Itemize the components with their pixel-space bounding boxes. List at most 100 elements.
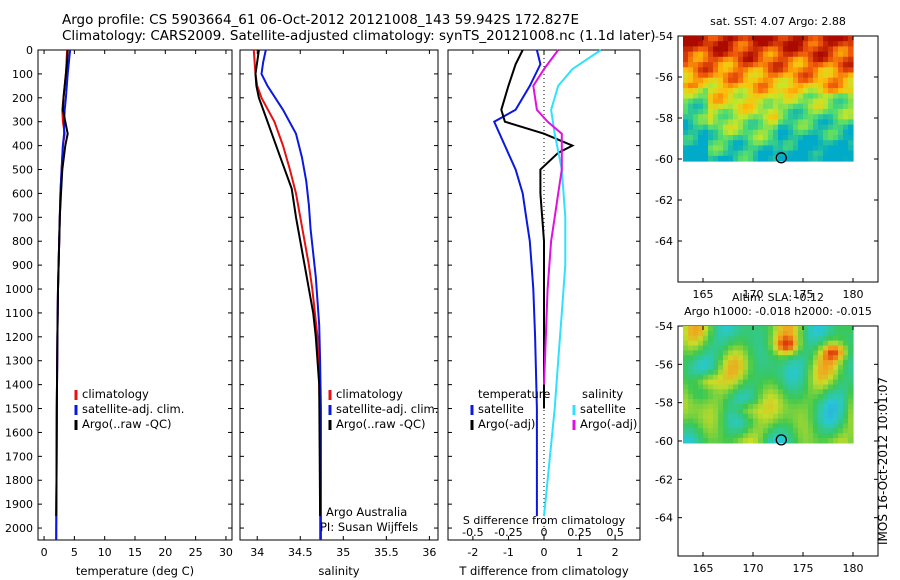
heat-cell [753,124,759,131]
heat-cell [808,428,814,434]
heat-cell [688,145,694,152]
heat-cell [778,413,784,420]
heat-cell [688,418,694,425]
heat-cell [778,114,784,120]
heat-cell [818,51,824,58]
x-tick-label: -1 [503,546,514,559]
heat-cell [773,335,779,342]
heat-cell [768,103,774,110]
heat-cell [723,369,729,376]
heat-cell [833,394,839,400]
heat-cell [723,82,729,89]
heat-cell [838,51,844,58]
heat-cell [803,355,809,361]
heat-cell [788,67,794,74]
heat-cell [793,51,799,58]
heat-cell [843,389,849,395]
heat-cell [823,365,829,371]
heat-cell [793,145,799,152]
heat-cell [703,67,709,74]
heat-cell [838,82,844,89]
heat-cell [793,379,799,386]
heat-cell [793,330,799,337]
heat-cell [838,360,844,366]
heat-cell [723,365,729,371]
heat-cell [843,345,849,351]
heat-cell [753,62,759,68]
heat-cell [838,77,844,84]
heat-cell [763,360,769,366]
heat-cell [813,62,819,68]
heat-cell [693,103,699,110]
heat-cell [713,335,719,342]
heat-cell [773,384,779,390]
heat-cell [783,135,789,141]
heat-cell [778,46,784,53]
heat-cell [803,413,809,420]
heat-cell [813,108,819,115]
heat-cell [778,384,784,390]
heat-cell [723,360,729,366]
heat-cell [703,114,709,120]
heat-cell [773,41,779,47]
series-line-satellite-adj-clim- [260,49,322,540]
heat-cell [798,150,804,157]
heat-cell [748,135,754,141]
heat-cell [823,67,829,74]
y-tick-label: 300 [12,116,33,129]
heat-cell [848,103,854,110]
heat-cell [698,114,704,120]
heat-cell [838,423,844,429]
heat-cell [833,93,839,100]
heat-cell [778,326,784,332]
heat-cell [808,56,814,63]
heat-cell [828,403,834,410]
heat-cell [688,67,694,74]
heat-cell [723,355,729,361]
heat-cell [683,129,689,136]
heat-cell [798,379,804,386]
heat-cell [718,46,724,53]
heat-cell [783,140,789,146]
heat-cell [713,423,719,429]
heat-cell [718,326,724,332]
heat-cell [848,93,854,100]
heat-cell [833,365,839,371]
heat-cell [813,389,819,395]
heat-cell [738,36,744,42]
heat-cell [743,103,749,110]
heat-cell [753,413,759,420]
heat-cell [773,360,779,366]
heat-cell [703,150,709,157]
heat-cell [838,335,844,342]
y-tick-label: -58 [655,112,673,125]
heat-cell [813,433,819,439]
heat-cell [813,438,819,444]
heat-cell [763,119,769,126]
heat-cell [793,88,799,94]
heat-cell [803,98,809,105]
heat-cell [728,326,734,332]
heat-cell [758,36,764,42]
heat-cell [683,41,689,47]
heat-cell [763,88,769,94]
heat-cell [803,345,809,351]
heat-cell [783,403,789,410]
heat-cell [703,365,709,371]
x2-tick-label: 0.5 [606,526,624,539]
heat-cell [768,423,774,429]
heat-cell [778,77,784,84]
x-tick-label: -2 [467,546,478,559]
heat-cell [848,438,854,444]
heat-cell [783,98,789,105]
heat-cell [748,360,754,366]
map-title-line1: Altim. SLA: -0.12 [732,291,824,304]
heat-cell [818,129,824,136]
heat-cell [688,77,694,84]
heat-cell [763,403,769,410]
heat-cell [838,374,844,381]
heat-cell [848,51,854,58]
heat-cell [788,41,794,47]
heat-cell [813,365,819,371]
heat-cell [783,46,789,53]
